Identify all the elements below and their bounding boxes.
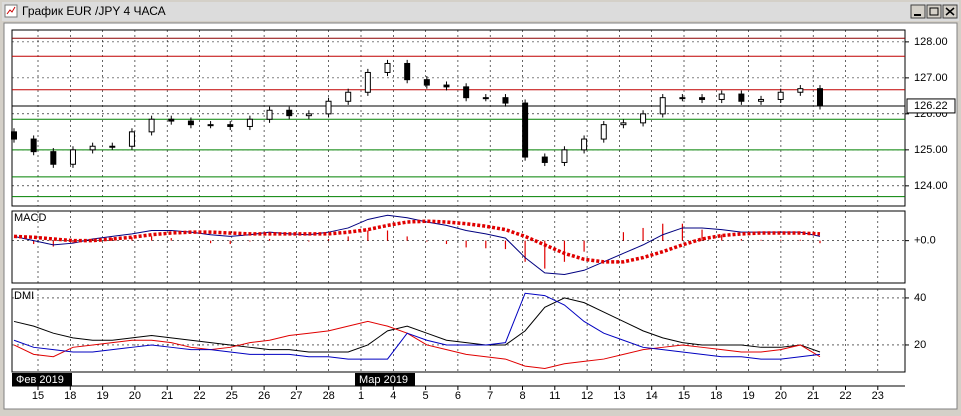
series-line (13, 219, 821, 264)
maximize-glyph (929, 7, 939, 16)
x-tick-label: 1 (358, 390, 364, 402)
window-title: График EUR /JPY 4 ЧАСА (22, 4, 166, 18)
candle-body (345, 91, 352, 102)
candle-body (11, 131, 17, 140)
candle-body (364, 71, 371, 93)
candle-body (187, 120, 194, 126)
panel-title: DMI (14, 290, 34, 302)
candle-body (69, 149, 76, 165)
candle-body (718, 93, 725, 100)
candle-body (817, 88, 823, 107)
panel-title: MACD (14, 212, 46, 224)
candle-body (620, 122, 627, 126)
x-tick-label: 7 (487, 390, 493, 402)
x-tick-label: 14 (646, 390, 658, 402)
candle-body (777, 91, 784, 100)
candle-body (581, 138, 588, 151)
candle-body (89, 145, 96, 151)
x-tick-label: 22 (193, 390, 205, 402)
x-tick-label: 6 (455, 390, 461, 402)
y-tick-label: +0.0 (914, 235, 936, 247)
x-tick-label: 23 (872, 390, 884, 402)
series-line (13, 292, 821, 360)
month-label: Мар 2019 (359, 374, 408, 386)
last-price-label: 126.22 (914, 100, 948, 112)
month-label-box (12, 373, 72, 386)
x-tick-label: 8 (519, 390, 525, 402)
candle-body (109, 145, 116, 148)
y-tick-label: 125.00 (914, 144, 948, 156)
candle-body (30, 138, 37, 153)
minimize-button[interactable] (910, 4, 926, 19)
candle-body (207, 124, 214, 127)
candle-body (561, 149, 568, 163)
x-tick-label: 22 (839, 390, 851, 402)
candle-body (325, 100, 332, 115)
window-buttons[interactable] (910, 4, 958, 19)
y-tick-label: 127.00 (914, 72, 948, 84)
x-tick-label: 28 (323, 390, 335, 402)
x-tick-label: 18 (64, 390, 76, 402)
x-tick-label: 4 (390, 390, 396, 402)
candle-body (443, 84, 450, 88)
last-price-box (906, 98, 956, 114)
y-tick-label: 124.00 (914, 180, 948, 192)
series-line (13, 297, 821, 353)
x-tick-label: 25 (226, 390, 238, 402)
x-tick-label: 18 (710, 390, 722, 402)
candle-body (463, 86, 470, 99)
maximize-button[interactable] (926, 4, 942, 19)
candle-body (286, 109, 293, 117)
candle-body (168, 118, 175, 122)
x-tick-label: 13 (613, 390, 625, 402)
candle-body (148, 118, 155, 133)
x-tick-label: 5 (423, 390, 429, 402)
x-tick-label: 12 (581, 390, 593, 402)
candle-body (758, 98, 765, 102)
candle-body (679, 97, 686, 100)
series-line (13, 320, 821, 369)
x-tick-label: 20 (775, 390, 787, 402)
month-label-box (355, 373, 415, 386)
x-tick-label: 26 (258, 390, 270, 402)
candle-body (699, 97, 706, 100)
x-tick-label: 11 (549, 390, 560, 402)
candle-body (600, 124, 607, 140)
x-tick-label: 15 (678, 390, 690, 402)
candle-body (266, 109, 273, 120)
candle-body (305, 113, 312, 117)
y-tick-label: 40 (914, 292, 926, 304)
candle-body (659, 97, 666, 115)
candle-body (482, 97, 489, 100)
y-tick-label: 20 (914, 339, 926, 351)
month-label: Фев 2019 (16, 374, 64, 386)
x-tick-label: 19 (96, 390, 108, 402)
close-glyph (945, 7, 955, 16)
candle-body (423, 79, 430, 86)
candle-body (128, 131, 135, 147)
candle-body (738, 93, 745, 102)
candle-body (227, 124, 234, 127)
title-bar (2, 2, 959, 21)
window-icon-graph (6, 6, 16, 15)
x-tick-label: 21 (807, 390, 819, 402)
candle-body (502, 97, 509, 104)
candle-body (640, 113, 647, 124)
y-tick-label: 128.00 (914, 36, 948, 48)
candle-body (541, 156, 548, 163)
candle-body (404, 62, 411, 81)
candle-body (384, 62, 391, 73)
x-tick-label: 20 (129, 390, 141, 402)
x-tick-label: 15 (32, 390, 44, 402)
x-tick-label: 27 (290, 390, 302, 402)
candle-body (522, 102, 529, 158)
candle-body (797, 88, 804, 93)
x-tick-label: 19 (742, 390, 754, 402)
candle-body (246, 118, 253, 127)
candle-body (50, 151, 57, 165)
x-tick-label: 21 (161, 390, 173, 402)
series-line (13, 214, 821, 276)
